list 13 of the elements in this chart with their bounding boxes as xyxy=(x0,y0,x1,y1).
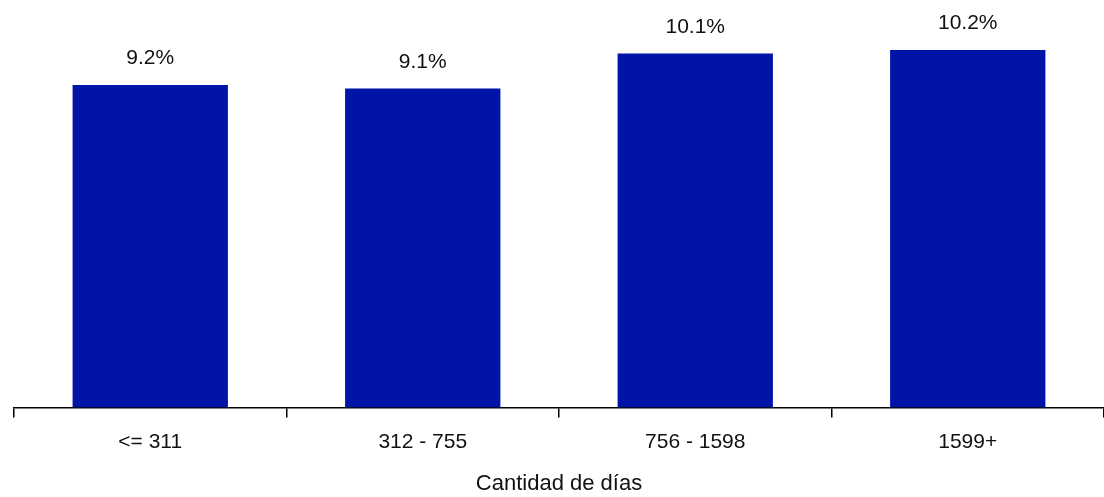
data-label: 10.2% xyxy=(937,10,998,34)
bar xyxy=(72,85,228,408)
bar xyxy=(890,50,1046,408)
data-label: 10.1% xyxy=(665,13,726,37)
x-tick-label: 312 - 755 xyxy=(378,428,468,452)
x-axis-title: Cantidad de días xyxy=(475,469,643,495)
bar xyxy=(345,88,501,408)
bar xyxy=(617,53,773,408)
x-tick-label: 1599+ xyxy=(938,428,998,452)
data-label: 9.1% xyxy=(398,48,447,72)
data-label: 9.2% xyxy=(126,45,175,69)
x-tick-label: <= 311 xyxy=(118,428,183,452)
x-tick-label: 756 - 1598 xyxy=(645,428,746,452)
